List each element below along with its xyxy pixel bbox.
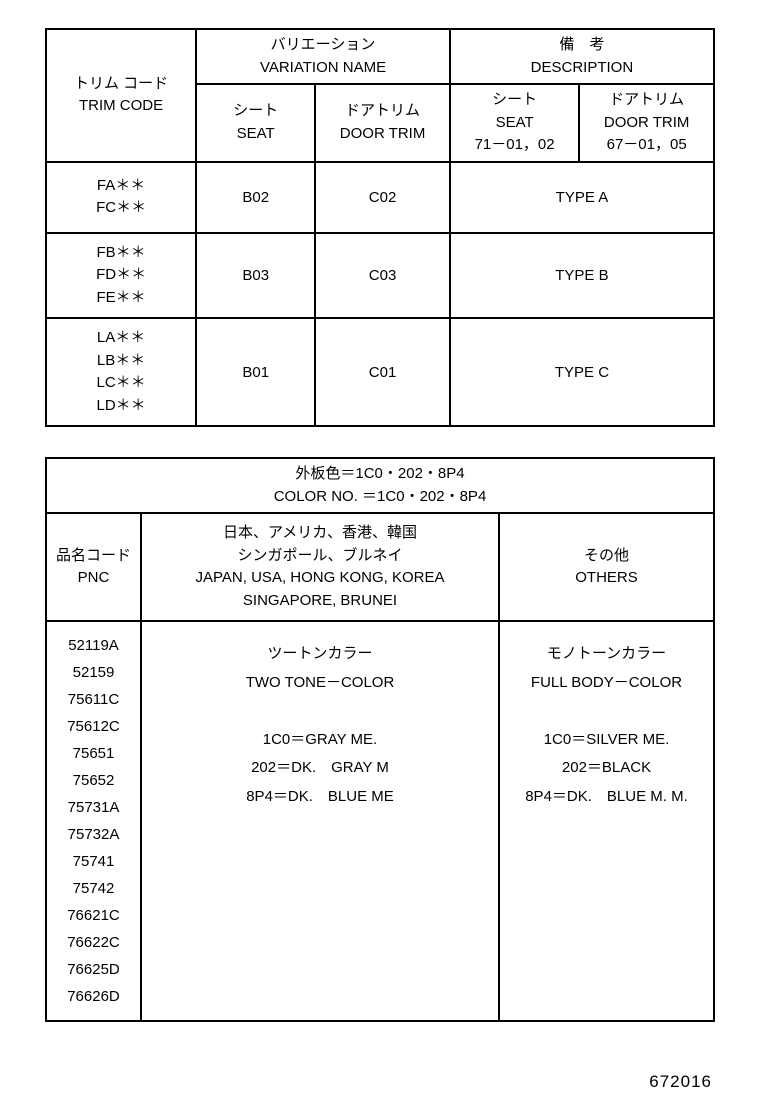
label: ドアトリム (345, 102, 420, 119)
label: COLOR NO. ＝1C0・202・8P4 (274, 488, 487, 505)
label: DOOR TRIM (340, 125, 426, 142)
label: 8P4＝DK. BLUE M. M. (525, 788, 688, 805)
trim-codes: FB＊＊ FD＊＊ FE＊＊ (46, 233, 196, 319)
label: SEAT (237, 125, 275, 142)
seat-value: B02 (196, 162, 315, 233)
pnc-list: 52119A 52159 75611C 75612C 75651 75652 7… (46, 621, 141, 1021)
label: その他 (584, 547, 629, 564)
label: 1C0＝GRAY ME. (263, 731, 377, 748)
label: 8P4＝DK. BLUE ME (246, 788, 394, 805)
label: シート (233, 102, 278, 119)
header-pnc: 品名コード PNC (46, 513, 141, 621)
color-header: 外板色＝1C0・202・8P4 COLOR NO. ＝1C0・202・8P4 (46, 458, 714, 513)
type-value: TYPE A (450, 162, 714, 233)
header-seat: シート SEAT (196, 84, 315, 162)
label: SINGAPORE, BRUNEI (243, 592, 397, 609)
label: 202＝BLACK (562, 759, 651, 776)
label: 品名コード (56, 547, 131, 564)
label: DESCRIPTION (531, 59, 634, 76)
type-value: TYPE B (450, 233, 714, 319)
label: JAPAN, USA, HONG KONG, KOREA (196, 569, 445, 586)
label: OTHERS (575, 569, 638, 586)
header-desc-door: ドアトリム DOOR TRIM 67－01，05 (579, 84, 714, 162)
label: 67－01，05 (607, 136, 687, 153)
label: VARIATION NAME (260, 59, 386, 76)
color-table: 外板色＝1C0・202・8P4 COLOR NO. ＝1C0・202・8P4 品… (45, 457, 715, 1022)
label: モノトーンカラー (547, 645, 666, 662)
type-value: TYPE C (450, 318, 714, 426)
label: 71－01，02 (475, 136, 555, 153)
label: TWO TONE－COLOR (246, 674, 395, 691)
label: SEAT (496, 114, 534, 131)
label: 備 考 (559, 36, 604, 53)
door-value: C01 (315, 318, 450, 426)
trim-code-table: トリム コード TRIM CODE バリエーション VARIATION NAME… (45, 28, 715, 427)
header-door-trim: ドアトリム DOOR TRIM (315, 84, 450, 162)
label: トリム コード (74, 75, 168, 92)
header-description: 備 考 DESCRIPTION (450, 29, 714, 84)
header-regions: 日本、アメリカ、香港、韓国 シンガポール、ブルネイ JAPAN, USA, HO… (141, 513, 499, 621)
label: 日本、アメリカ、香港、韓国 (223, 524, 417, 541)
full-body-cell: モノトーンカラー FULL BODY－COLOR 1C0＝SILVER ME. … (499, 621, 714, 1021)
label: DOOR TRIM (604, 114, 690, 131)
label: FULL BODY－COLOR (531, 674, 682, 691)
header-others: その他 OTHERS (499, 513, 714, 621)
table-row: FB＊＊ FD＊＊ FE＊＊ B03 C03 TYPE B (46, 233, 714, 319)
header-desc-seat: シート SEAT 71－01，02 (450, 84, 579, 162)
table-row: FA＊＊ FC＊＊ B02 C02 TYPE A (46, 162, 714, 233)
label: ドアトリム (609, 91, 684, 108)
door-value: C03 (315, 233, 450, 319)
header-trim-code: トリム コード TRIM CODE (46, 29, 196, 162)
seat-value: B03 (196, 233, 315, 319)
label: シンガポール、ブルネイ (237, 547, 402, 564)
header-variation: バリエーション VARIATION NAME (196, 29, 450, 84)
trim-codes: FA＊＊ FC＊＊ (46, 162, 196, 233)
label: バリエーション (271, 36, 376, 53)
label: シート (492, 91, 537, 108)
label: PNC (78, 569, 110, 586)
label: TRIM CODE (79, 97, 163, 114)
trim-codes: LA＊＊ LB＊＊ LC＊＊ LD＊＊ (46, 318, 196, 426)
door-value: C02 (315, 162, 450, 233)
two-tone-cell: ツートンカラー TWO TONE－COLOR 1C0＝GRAY ME. 202＝… (141, 621, 499, 1021)
table-row: LA＊＊ LB＊＊ LC＊＊ LD＊＊ B01 C01 TYPE C (46, 318, 714, 426)
label: 202＝DK. GRAY M (251, 759, 389, 776)
label: 1C0＝SILVER ME. (544, 731, 670, 748)
label: 外板色＝1C0・202・8P4 (295, 465, 464, 482)
label: ツートンカラー (267, 645, 372, 662)
page-number: 672016 (649, 1072, 712, 1092)
seat-value: B01 (196, 318, 315, 426)
